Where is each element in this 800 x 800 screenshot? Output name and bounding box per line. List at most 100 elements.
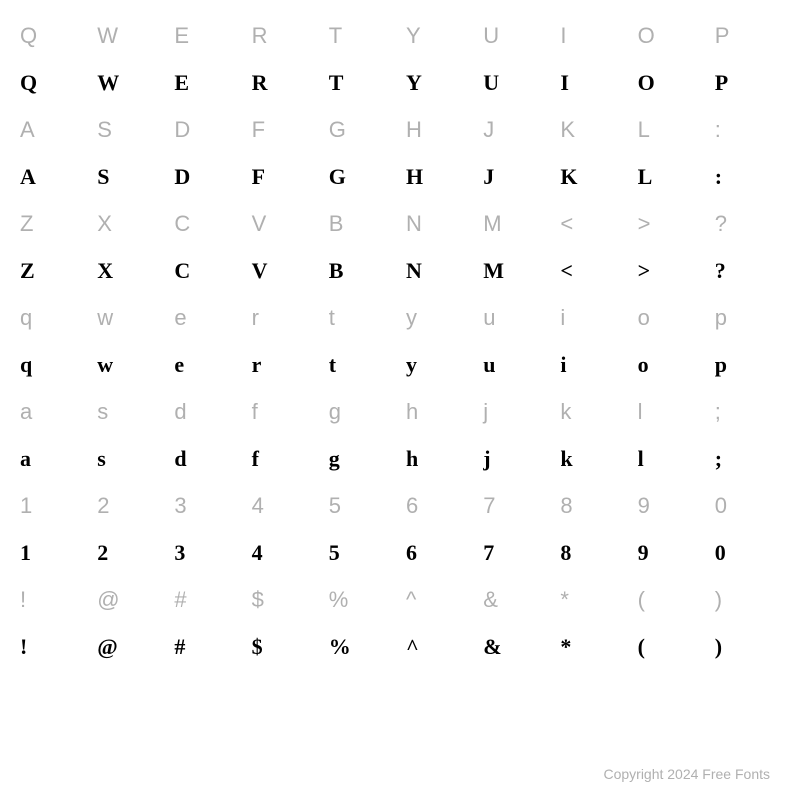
sample-glyph: F [246, 153, 323, 200]
reference-glyph: L [632, 106, 709, 153]
reference-glyph: % [323, 576, 400, 623]
sample-glyph: ? [709, 247, 786, 294]
reference-glyph: ! [14, 576, 91, 623]
reference-glyph: q [14, 294, 91, 341]
sample-glyph: ) [709, 623, 786, 670]
sample-glyph: Y [400, 59, 477, 106]
sample-glyph: ; [709, 435, 786, 482]
sample-glyph: I [554, 59, 631, 106]
reference-glyph: X [91, 200, 168, 247]
reference-glyph: > [632, 200, 709, 247]
reference-glyph: 2 [91, 482, 168, 529]
reference-glyph: * [554, 576, 631, 623]
sample-glyph: i [554, 341, 631, 388]
reference-glyph: Z [14, 200, 91, 247]
reference-glyph: i [554, 294, 631, 341]
reference-glyph: Y [400, 12, 477, 59]
sample-glyph: 8 [554, 529, 631, 576]
sample-glyph: a [14, 435, 91, 482]
sample-glyph: 4 [246, 529, 323, 576]
reference-glyph: 4 [246, 482, 323, 529]
reference-glyph: d [168, 388, 245, 435]
sample-glyph: r [246, 341, 323, 388]
sample-glyph: > [632, 247, 709, 294]
reference-glyph: H [400, 106, 477, 153]
reference-glyph: O [632, 12, 709, 59]
sample-glyph: u [477, 341, 554, 388]
sample-glyph: o [632, 341, 709, 388]
copyright-footer: Copyright 2024 Free Fonts [603, 766, 770, 782]
reference-glyph: W [91, 12, 168, 59]
reference-glyph: r [246, 294, 323, 341]
reference-glyph: ; [709, 388, 786, 435]
sample-glyph: t [323, 341, 400, 388]
reference-glyph: k [554, 388, 631, 435]
reference-glyph: s [91, 388, 168, 435]
sample-glyph: @ [91, 623, 168, 670]
reference-glyph: l [632, 388, 709, 435]
sample-glyph: M [477, 247, 554, 294]
sample-glyph: & [477, 623, 554, 670]
reference-glyph: h [400, 388, 477, 435]
reference-glyph: 0 [709, 482, 786, 529]
sample-glyph: 2 [91, 529, 168, 576]
reference-glyph: f [246, 388, 323, 435]
reference-glyph: S [91, 106, 168, 153]
sample-glyph: N [400, 247, 477, 294]
reference-glyph: M [477, 200, 554, 247]
reference-glyph: F [246, 106, 323, 153]
reference-glyph: E [168, 12, 245, 59]
sample-glyph: y [400, 341, 477, 388]
reference-glyph: : [709, 106, 786, 153]
sample-glyph: 0 [709, 529, 786, 576]
sample-glyph: G [323, 153, 400, 200]
reference-glyph: C [168, 200, 245, 247]
sample-glyph: $ [246, 623, 323, 670]
sample-glyph: O [632, 59, 709, 106]
reference-glyph: V [246, 200, 323, 247]
sample-glyph: j [477, 435, 554, 482]
sample-glyph: H [400, 153, 477, 200]
sample-glyph: 1 [14, 529, 91, 576]
sample-glyph: B [323, 247, 400, 294]
sample-glyph: C [168, 247, 245, 294]
reference-glyph: ( [632, 576, 709, 623]
reference-glyph: 7 [477, 482, 554, 529]
reference-glyph: ) [709, 576, 786, 623]
sample-glyph: * [554, 623, 631, 670]
sample-glyph: g [323, 435, 400, 482]
sample-glyph: e [168, 341, 245, 388]
reference-glyph: T [323, 12, 400, 59]
reference-glyph: y [400, 294, 477, 341]
sample-glyph: S [91, 153, 168, 200]
sample-glyph: 3 [168, 529, 245, 576]
reference-glyph: A [14, 106, 91, 153]
reference-glyph: B [323, 200, 400, 247]
sample-glyph: P [709, 59, 786, 106]
sample-glyph: ! [14, 623, 91, 670]
sample-glyph: s [91, 435, 168, 482]
reference-glyph: 8 [554, 482, 631, 529]
reference-glyph: G [323, 106, 400, 153]
reference-glyph: D [168, 106, 245, 153]
character-map-grid: QWERTYUIOPQWERTYUIOPASDFGHJKL:ASDFGHJKL:… [0, 0, 800, 670]
reference-glyph: e [168, 294, 245, 341]
sample-glyph: 6 [400, 529, 477, 576]
reference-glyph: p [709, 294, 786, 341]
reference-glyph: t [323, 294, 400, 341]
reference-glyph: 1 [14, 482, 91, 529]
reference-glyph: N [400, 200, 477, 247]
sample-glyph: ( [632, 623, 709, 670]
sample-glyph: # [168, 623, 245, 670]
reference-glyph: $ [246, 576, 323, 623]
reference-glyph: ^ [400, 576, 477, 623]
sample-glyph: l [632, 435, 709, 482]
sample-glyph: J [477, 153, 554, 200]
reference-glyph: a [14, 388, 91, 435]
sample-glyph: 5 [323, 529, 400, 576]
sample-glyph: W [91, 59, 168, 106]
reference-glyph: P [709, 12, 786, 59]
sample-glyph: K [554, 153, 631, 200]
reference-glyph: 5 [323, 482, 400, 529]
sample-glyph: d [168, 435, 245, 482]
